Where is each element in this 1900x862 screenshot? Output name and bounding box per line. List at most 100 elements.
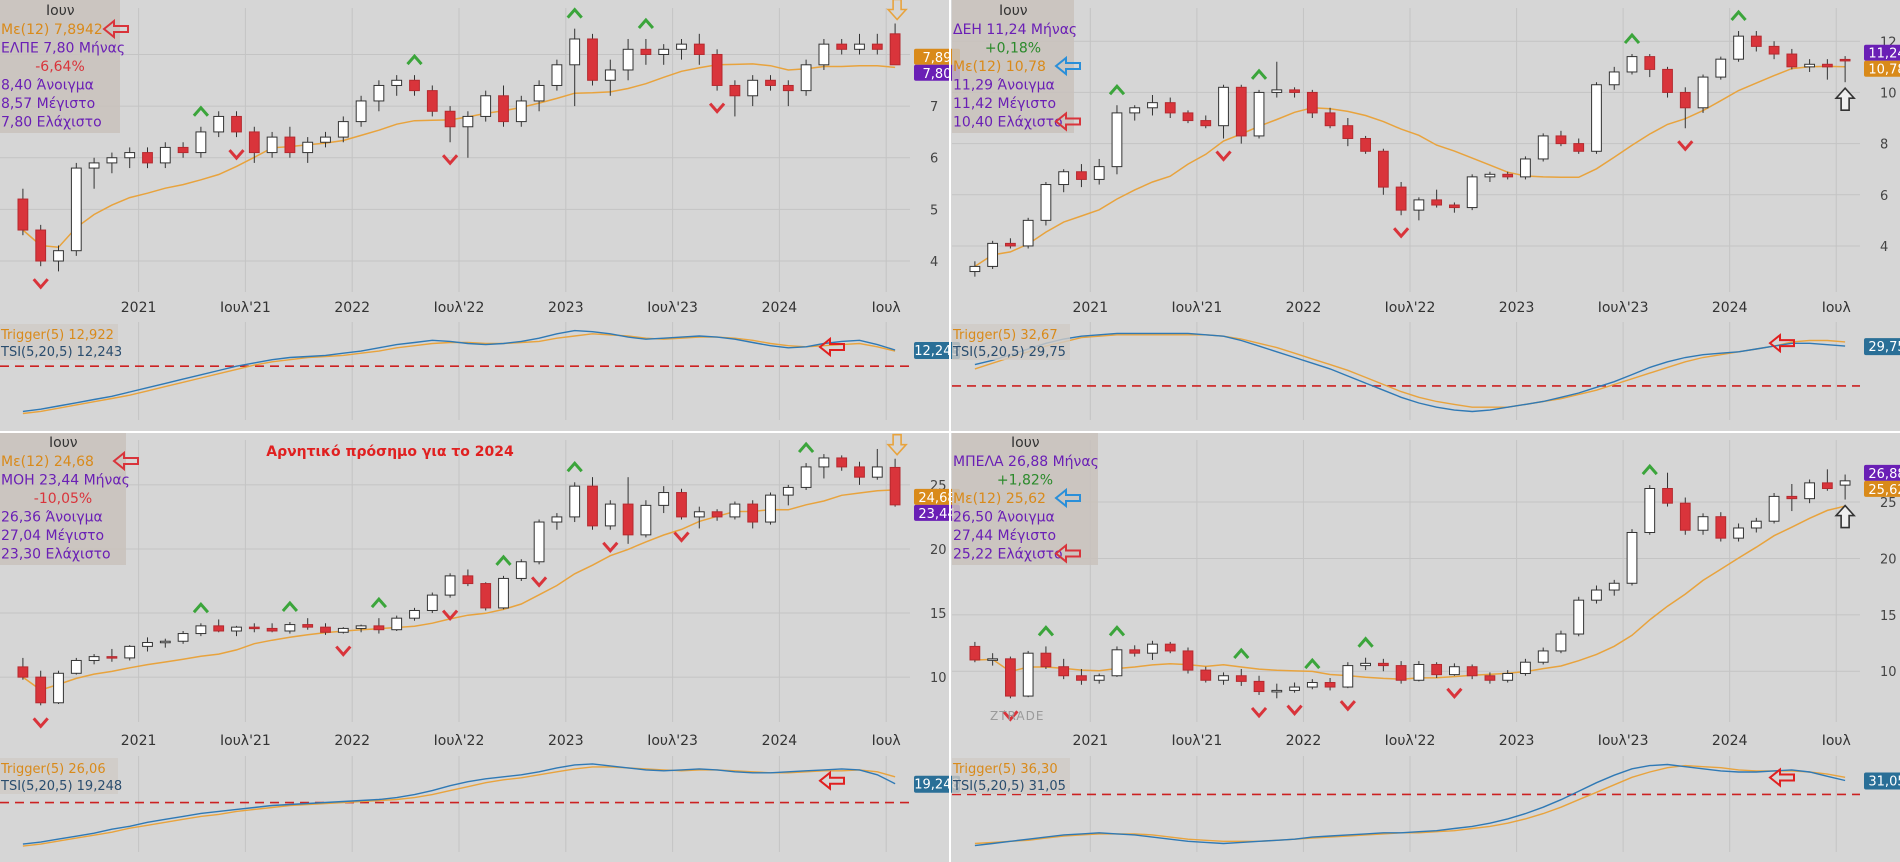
candle-body [35, 229, 47, 262]
tsi-badge-value: 31,05 [1868, 775, 1900, 790]
candle-body [1715, 516, 1727, 539]
y-tick-label: 4 [1880, 240, 1888, 255]
price-badge [914, 64, 960, 81]
tsi-label: TSI(5,20,5) 29,75 [952, 345, 1066, 360]
candle-body [1679, 91, 1691, 109]
price-badge [914, 488, 960, 505]
candle-body [604, 503, 616, 527]
candle-body [1200, 669, 1212, 681]
candle-body [17, 198, 29, 231]
candle-body [1235, 86, 1247, 137]
candle-body [337, 627, 349, 633]
candle-body [711, 511, 723, 518]
candle-body [195, 625, 207, 635]
price-badge-value: 7,80 [923, 67, 952, 82]
x-tick-label: 2021 [121, 733, 157, 749]
candle-body [551, 516, 563, 523]
candle-body [1111, 112, 1123, 168]
candle-body [1235, 675, 1247, 682]
candle-body [587, 485, 598, 527]
x-tick-label: Ιουλ'21 [220, 300, 271, 316]
price-badge-value: 7,89 [923, 51, 952, 66]
tsi-line [974, 332, 1846, 413]
callout-arrow-icon [1054, 55, 1081, 77]
tsi-line [22, 329, 896, 413]
candle-body [1662, 68, 1673, 93]
y-tick-label: 10 [1880, 665, 1897, 680]
x-tick-label: Ιουλ [872, 733, 901, 749]
x-tick-label: 2022 [334, 733, 370, 749]
signal-up-chevron-icon [1250, 68, 1268, 80]
price-badge-value: 26,88 [1868, 467, 1900, 482]
candle-body [1608, 582, 1620, 591]
signal-up-chevron-icon [1108, 625, 1126, 637]
candle-body [1644, 488, 1656, 533]
candle-body [1431, 199, 1443, 206]
x-tick-label: 2021 [1072, 300, 1108, 316]
legend-box [952, 432, 1098, 565]
candle-body [373, 625, 385, 631]
candle-body [266, 136, 278, 154]
candle-body [88, 162, 100, 169]
candle-body [1644, 56, 1656, 70]
tsi-legend-box [952, 324, 1070, 360]
candle-body [1218, 86, 1229, 127]
candle-body [622, 48, 634, 71]
legend-line: +1,82% [997, 473, 1053, 489]
price-badge-value: 10,78 [1868, 63, 1900, 78]
candle-body [124, 645, 136, 659]
candle-body [284, 136, 296, 154]
legend-line: Με(12) 24,68 [1, 454, 94, 470]
tsi-badge [914, 342, 960, 359]
signal-up-chevron-icon [1037, 625, 1055, 637]
candle-body [1413, 199, 1425, 211]
candle-body [1449, 666, 1460, 676]
callout-arrow-icon [1054, 487, 1081, 509]
candle-body [1040, 184, 1052, 221]
signal-up-chevron-icon [1233, 647, 1250, 659]
candle-body [213, 115, 225, 133]
candle-body [1733, 527, 1744, 539]
candle-body [124, 152, 136, 159]
signal-up-chevron-icon [495, 554, 512, 566]
candle-body [1750, 520, 1762, 529]
candle-body [498, 577, 509, 609]
price-badge [1864, 464, 1900, 481]
trigger-line [974, 334, 1846, 408]
signal-down-chevron-icon [441, 609, 459, 621]
candle-body [604, 69, 616, 81]
callout-arrow-icon [112, 450, 139, 472]
callout-arrow-icon [1054, 543, 1081, 564]
candle-body [426, 90, 438, 112]
signal-down-chevron-icon [1215, 150, 1232, 162]
candle-body [969, 265, 981, 273]
price-badge [1864, 60, 1900, 77]
candle-body [515, 561, 527, 579]
signal-down-chevron-icon [708, 102, 726, 114]
y-tick-label: 15 [1880, 609, 1897, 624]
x-tick-label: Ιουλ'21 [220, 733, 271, 749]
signal-up-chevron-icon [566, 461, 583, 473]
candle-body [1821, 482, 1833, 490]
x-tick-label: Ιουλ [1822, 300, 1851, 316]
candle-body [1022, 219, 1034, 247]
x-tick-label: 2023 [1499, 733, 1535, 749]
signal-down-chevron-icon [32, 278, 49, 290]
candle-body [1715, 58, 1727, 78]
candle-body [1342, 125, 1354, 139]
signal-up-chevron-icon [370, 596, 388, 609]
candle-body [987, 242, 999, 267]
candle-body [1555, 135, 1567, 145]
candle-body [782, 84, 794, 92]
candle-body [1200, 120, 1212, 127]
candle-body [1395, 186, 1407, 211]
candle-body [1555, 633, 1567, 652]
candle-body [106, 656, 118, 659]
legend-line: Με(12) 25,62 [953, 491, 1046, 507]
candle-body [53, 672, 64, 704]
x-tick-label: 2021 [1072, 733, 1108, 749]
candle-body [1147, 102, 1158, 109]
candle-body [1058, 171, 1070, 186]
